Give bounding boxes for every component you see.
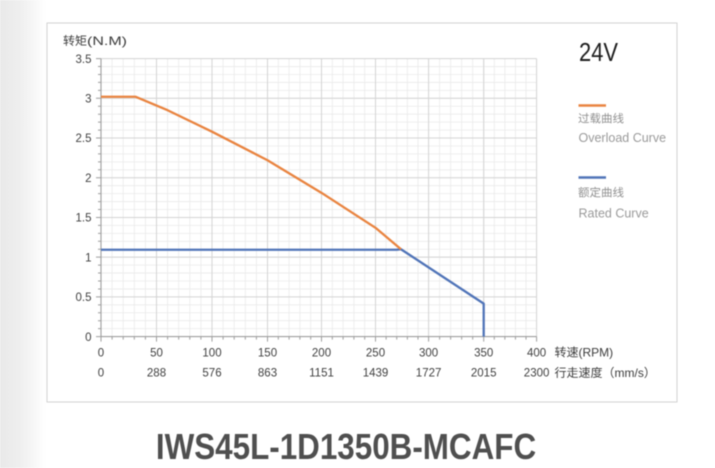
svg-text:0: 0 (85, 332, 91, 344)
svg-text:(RPM): (RPM) (579, 346, 614, 360)
svg-text:50: 50 (150, 348, 163, 360)
svg-text:150: 150 (258, 348, 277, 360)
svg-text:Overload Curve: Overload Curve (579, 131, 667, 145)
svg-text:350: 350 (474, 348, 493, 360)
svg-text:400: 400 (527, 348, 546, 360)
svg-text:100: 100 (202, 348, 221, 360)
svg-text:1727: 1727 (416, 368, 442, 380)
svg-text:1: 1 (85, 252, 91, 264)
svg-text:250: 250 (366, 348, 385, 360)
svg-text:3.5: 3.5 (76, 54, 92, 66)
svg-text:300: 300 (419, 348, 438, 360)
svg-text:(N.M): (N.M) (87, 34, 127, 48)
svg-text:1151: 1151 (309, 368, 334, 380)
svg-text:0: 0 (98, 368, 104, 380)
svg-text:2015: 2015 (471, 368, 497, 380)
svg-text:2: 2 (85, 173, 91, 185)
svg-text:288: 288 (147, 368, 166, 380)
svg-text:2300: 2300 (524, 368, 550, 380)
svg-text:Rated Curve: Rated Curve (579, 207, 649, 221)
svg-text:2.5: 2.5 (76, 133, 92, 145)
svg-text:0: 0 (98, 348, 104, 360)
svg-text:1439: 1439 (363, 368, 389, 380)
svg-text:200: 200 (312, 348, 331, 360)
svg-text:24V: 24V (579, 37, 619, 67)
svg-text:3: 3 (85, 94, 91, 106)
svg-text:576: 576 (202, 368, 221, 380)
svg-text:0.5: 0.5 (76, 292, 92, 304)
svg-text:1.5: 1.5 (76, 213, 92, 225)
svg-text:mm/s: mm/s (615, 366, 644, 380)
svg-text:863: 863 (258, 368, 277, 380)
